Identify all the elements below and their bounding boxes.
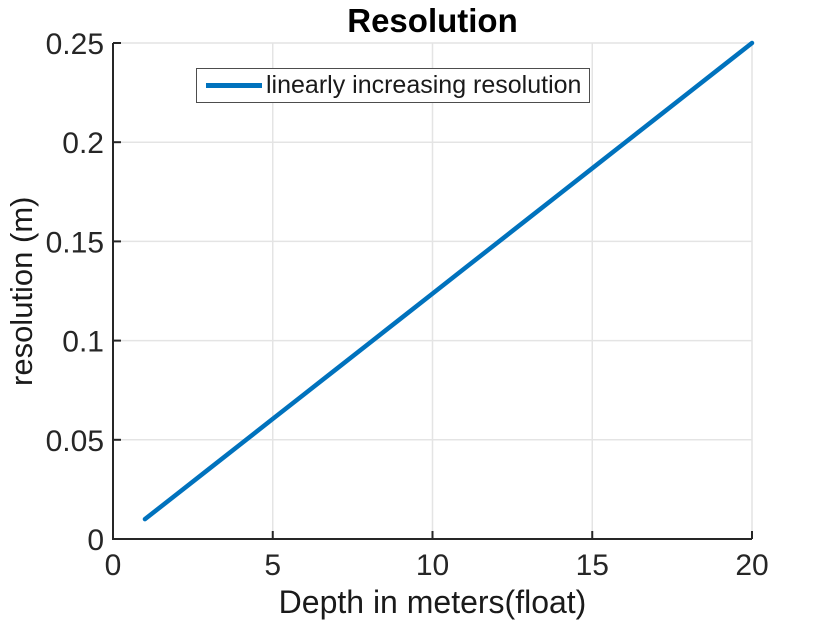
chart-title: Resolution [347,2,518,39]
x-tick-label: 20 [735,549,768,582]
x-axis-label: Depth in meters(float) [278,584,587,620]
y-tick-label: 0 [87,524,104,557]
y-tick-label: 0.05 [46,425,104,458]
y-axis-label-box: resolution (m) [4,43,44,539]
y-axis-label: resolution (m) [4,196,39,386]
y-tick-label: 0.1 [62,326,104,359]
legend-entry-label: linearly increasing resolution [266,71,582,99]
x-tick-label: 5 [264,549,281,582]
x-tick-label: 0 [105,549,122,582]
y-tick-label: 0.25 [46,28,104,61]
y-tick-label: 0.15 [46,226,104,259]
x-tick-label: 15 [576,549,609,582]
legend: linearly increasing resolution [196,68,590,103]
x-tick-label: 10 [416,549,449,582]
legend-line-sample [206,83,262,88]
series-line [142,40,755,522]
y-tick-label: 0.2 [62,127,104,160]
